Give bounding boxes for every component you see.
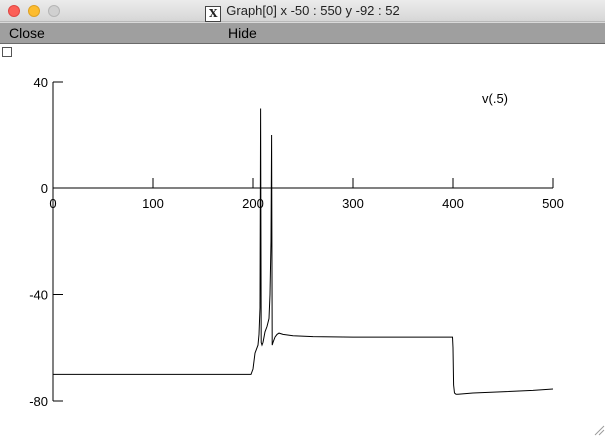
x-tick-label: 500 [542, 196, 564, 211]
window-minimize-button[interactable] [28, 5, 40, 17]
y-tick-label: -80 [29, 394, 48, 409]
v-trace-line [53, 108, 554, 395]
window-close-button[interactable] [8, 5, 20, 17]
legend-label: v(.5) [482, 91, 508, 106]
x-tick-label: 300 [342, 196, 364, 211]
hide-menu-button[interactable]: Hide [228, 25, 257, 41]
plot-axes [52, 82, 553, 401]
y-tick-label: -40 [29, 288, 48, 303]
window-titlebar: X Graph[0] x -50 : 550 y -92 : 52 [0, 0, 605, 22]
window-title-area: X Graph[0] x -50 : 550 y -92 : 52 [0, 3, 605, 22]
y-tick-label: 0 [41, 181, 48, 196]
x-window-icon: X [205, 6, 222, 22]
menu-bar: Close Hide [0, 22, 605, 44]
y-tick-label: 40 [34, 75, 48, 90]
resize-grip-icon[interactable] [593, 424, 605, 436]
x-tick-label: 200 [242, 196, 264, 211]
close-menu-button[interactable]: Close [9, 25, 45, 41]
graph-checkbox[interactable] [2, 47, 12, 57]
window-title: Graph[0] x -50 : 550 y -92 : 52 [226, 3, 400, 18]
x-tick-label: 0 [49, 196, 56, 211]
window-zoom-button[interactable] [48, 5, 60, 17]
x-tick-label: 400 [442, 196, 464, 211]
x-tick-label: 100 [142, 196, 164, 211]
